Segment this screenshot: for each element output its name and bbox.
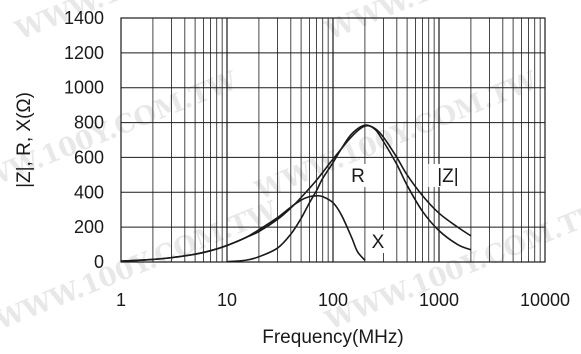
- watermark-text: WWW.100Y.COM.TW: [250, 66, 542, 207]
- y-tick-label: 600: [74, 147, 104, 167]
- x-tick-label: 100: [318, 290, 348, 310]
- series-x-line: [120, 194, 366, 262]
- y-tick-label: 0: [94, 252, 104, 272]
- y-tick-label: 1000: [64, 78, 104, 98]
- series-label-r: R: [351, 166, 365, 187]
- y-tick-label: 1400: [64, 8, 104, 28]
- series-label-x: X: [372, 232, 385, 253]
- x-tick-label: 10000: [520, 290, 570, 310]
- tick-labels: 1 10 100 1000 10000 0 200 400 600 800 1000 1200 1400: [64, 8, 570, 310]
- y-axis-label: |Z|, R, X(Ω): [14, 92, 35, 188]
- series-label-z: |Z|: [437, 166, 458, 187]
- y-tick-label: 800: [74, 113, 104, 133]
- watermark-text: WWW.100Y.COM.TW: [320, 0, 581, 47]
- grid: [121, 17, 545, 263]
- watermark-text: WWW.100Y.COM.TW: [320, 196, 581, 337]
- series-label-backing: [349, 164, 367, 187]
- curve-labels: |Z| R X: [349, 164, 468, 253]
- series-label-backing: [428, 164, 468, 187]
- x-tick-label: 1000: [419, 290, 459, 310]
- x-tick-label: 10: [217, 290, 237, 310]
- x-axis-label: Frequency(MHz): [262, 327, 403, 348]
- watermark-text: WWW.100Y.COM.TW: [0, 196, 282, 337]
- series-label-backing: [369, 230, 387, 253]
- y-tick-label: 1200: [64, 43, 104, 63]
- y-tick-label: 400: [74, 182, 104, 202]
- y-tick-label: 200: [74, 217, 104, 237]
- series-r-line: [226, 124, 472, 263]
- series-layer: [120, 124, 472, 263]
- plot-frame: [120, 17, 546, 263]
- x-tick-label: 1: [116, 290, 126, 310]
